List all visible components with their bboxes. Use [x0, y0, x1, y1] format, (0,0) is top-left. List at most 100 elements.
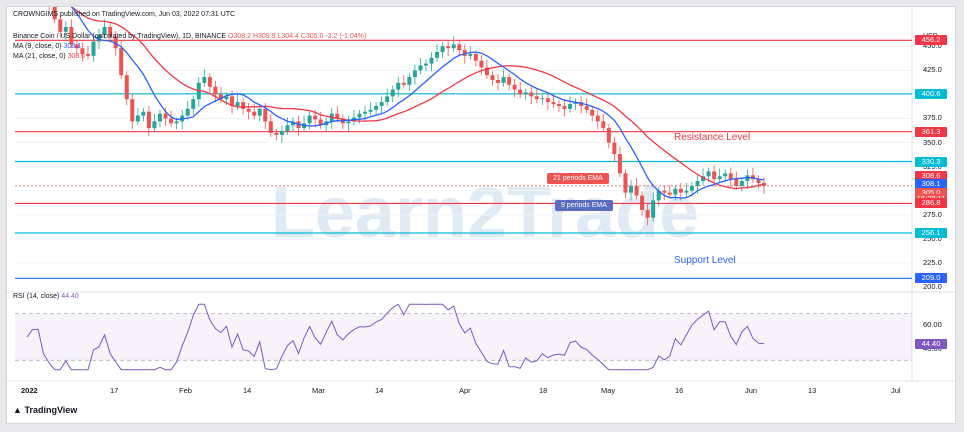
- candle-body: [479, 60, 484, 68]
- candle-body: [545, 98, 550, 103]
- candle-body: [756, 179, 761, 183]
- candle-body: [174, 121, 179, 124]
- symbol-line: Binance Coin / US Dollar (calculated by …: [13, 33, 366, 40]
- date-tick-label: Feb: [179, 386, 192, 395]
- candle-body: [473, 53, 478, 61]
- candle-body: [407, 77, 412, 85]
- price-tick-label: 450.0: [923, 41, 942, 51]
- candle-body: [418, 65, 423, 71]
- ema21-callout: 21 periods EMA: [547, 173, 609, 184]
- price-tag: 209.0: [915, 273, 947, 284]
- candle-body: [734, 179, 739, 186]
- price-tick-label: 425.0: [923, 65, 942, 75]
- candle-body: [551, 102, 556, 105]
- candle-body: [357, 113, 362, 118]
- candle-body: [656, 190, 661, 201]
- candle-body: [412, 70, 417, 78]
- price-tag: 330.3: [915, 156, 947, 167]
- candle-body: [435, 52, 440, 58]
- candle-body: [645, 209, 650, 218]
- candle-body: [617, 154, 622, 174]
- chart-panel: Learn2Trade CROWNGIMS published on Tradi…: [6, 6, 957, 424]
- price-tag: 308.6: [915, 170, 947, 181]
- candle-body: [113, 36, 118, 49]
- candle-body: [213, 86, 218, 95]
- candle-body: [268, 121, 273, 133]
- candle-body: [91, 41, 96, 56]
- candle-body: [468, 53, 473, 56]
- ma9-legend-label: MA (9, close, 0): [13, 43, 62, 50]
- candle-body: [257, 108, 262, 116]
- candle-body: [318, 119, 323, 126]
- date-tick-label: 18: [539, 386, 548, 395]
- date-tick-label: 16: [675, 386, 684, 395]
- candle-body: [285, 125, 290, 131]
- candle-body: [246, 108, 251, 112]
- tradingview-logo: ▲ TradingView: [13, 405, 77, 415]
- candle-body: [523, 92, 528, 95]
- rsi-legend: RSI (14, close) 44.40: [13, 293, 79, 300]
- candle-body: [640, 195, 645, 210]
- candle-body: [69, 27, 74, 45]
- candle-body: [379, 102, 384, 106]
- candle-body: [307, 115, 312, 124]
- date-tick-label: Mar: [312, 386, 325, 395]
- candle-body: [529, 92, 534, 97]
- date-tick-label: 13: [808, 386, 817, 395]
- candle-body: [689, 185, 694, 191]
- candle-body: [374, 105, 379, 110]
- candle-body: [512, 84, 517, 90]
- candle-body: [601, 121, 606, 129]
- candle-body: [423, 63, 428, 66]
- candle-body: [80, 48, 85, 54]
- candle-body: [241, 102, 246, 109]
- date-tick-label: Jun: [745, 386, 758, 395]
- candle-body: [169, 118, 174, 124]
- candle-body: [390, 89, 395, 97]
- candle-body: [446, 46, 451, 49]
- candle-body: [363, 111, 368, 114]
- candle-body: [595, 115, 600, 122]
- price-tick-label: 375.0: [923, 113, 942, 123]
- price-tag: 361.3: [915, 126, 947, 137]
- candle-body: [224, 96, 229, 100]
- candle-body: [235, 102, 240, 106]
- candle-body: [97, 34, 102, 42]
- ma21-legend: MA (21, close, 0) 308.6: [13, 53, 85, 60]
- price-tick-label: 200.0: [923, 282, 942, 291]
- candle-body: [396, 82, 401, 90]
- candle-body: [706, 171, 711, 177]
- price-tick-label: 350.0: [923, 137, 942, 147]
- candle-body: [440, 46, 445, 53]
- candle-body: [629, 185, 634, 193]
- candle-body: [678, 188, 683, 193]
- candle-body: [119, 48, 124, 76]
- candle-body: [518, 89, 523, 95]
- candle-body: [457, 44, 462, 51]
- candle-body: [108, 27, 113, 37]
- candle-body: [451, 44, 456, 49]
- price-tag: 400.6: [915, 88, 947, 99]
- candle-body: [146, 111, 151, 129]
- candle-body: [207, 77, 212, 87]
- candle-body: [701, 176, 706, 182]
- date-tick-label: 17: [110, 386, 119, 395]
- candle-body: [496, 79, 501, 83]
- price-tick-label: 225.0: [923, 257, 942, 267]
- candle-body: [230, 96, 235, 106]
- candle-body: [218, 94, 223, 100]
- candle-body: [507, 77, 512, 85]
- candle-body: [52, 7, 57, 20]
- candle-body: [673, 188, 678, 195]
- candle-body: [279, 131, 284, 135]
- date-tick-label: 2022: [21, 386, 38, 395]
- date-tick-label: 14: [375, 386, 384, 395]
- rsi-tick-label: 60.00: [923, 320, 942, 330]
- ma21-legend-label: MA (21, close, 0): [13, 53, 66, 60]
- ma21-legend-value: 308.6: [67, 53, 86, 60]
- candle-body: [606, 128, 611, 143]
- candle-body: [290, 121, 295, 126]
- candle-body: [662, 190, 667, 193]
- candle-body: [202, 77, 207, 83]
- ema9-callout: 9 periods EMA: [555, 200, 613, 211]
